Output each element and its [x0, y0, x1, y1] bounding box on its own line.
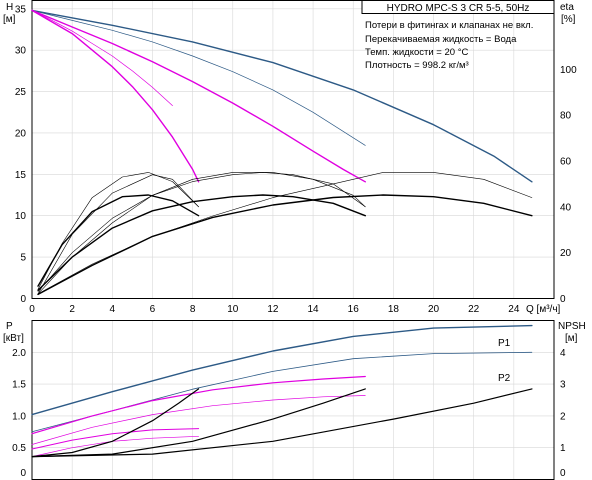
top-eta-curve-5 — [37, 172, 199, 290]
bottom-grid — [31, 320, 554, 480]
chart-note-3: Темп. жидкости = 20 °C — [365, 47, 468, 58]
chart-note-4: Плотность = 998.2 кг/м³ — [365, 60, 469, 71]
top-y-tick-label: 35 — [15, 4, 27, 15]
bottom-y-tick-label: 2.0 — [12, 348, 26, 359]
chart-note-2: Перекачиваемая жидкость = Вода — [365, 34, 517, 45]
bottom-y2-tick-label: 2 — [560, 411, 566, 422]
top-y2label: eta — [560, 2, 574, 13]
top-x-tick-label: 24 — [508, 304, 520, 315]
bottom-y2label: NPSH — [558, 321, 586, 332]
bottom-power-curve-2 — [31, 375, 366, 435]
top-x-tick-label: 22 — [468, 304, 480, 315]
top-y-tick-label: 15 — [15, 170, 27, 181]
top-x-tick-label: 0 — [29, 304, 35, 315]
top-y-tick-label: 20 — [15, 128, 27, 139]
top-pump-curve-10 — [37, 194, 200, 287]
bottom-y2-tick-label: 4 — [560, 348, 566, 359]
bottom-npsh-curve-6 — [31, 388, 200, 458]
top-x-tick-label: 20 — [428, 304, 440, 315]
bottom-plot-frame — [31, 320, 555, 480]
bottom-ylabel: P — [6, 321, 13, 332]
bottom-power-curve-4 — [31, 428, 200, 450]
top-plot-frame — [31, 0, 555, 299]
top-y-tick-label: 5 — [20, 253, 26, 264]
top-curves — [31, 9, 533, 296]
top-ticks: 0 2 4 6 8 10 12 14 16 18 20 22 240510152025303502040… — [15, 4, 577, 315]
top-head-curve-0 — [31, 9, 533, 183]
top-y-tick-label: 10 — [15, 211, 27, 222]
bottom-y2-tick-label: 0 — [560, 468, 566, 479]
bottom-y-tick-label: 0.5 — [12, 443, 26, 454]
top-y-tick-label: 30 — [15, 46, 27, 57]
top-y2-tick-label: 100 — [560, 65, 577, 76]
top-xlabel: Q [м³/ч] — [526, 304, 561, 315]
bottom-y-tick-label: 1.0 — [12, 411, 26, 422]
top-x-tick-label: 4 — [110, 304, 116, 315]
top-ylabel-unit: [м] — [3, 14, 16, 25]
bottom-ticks: 0 0.5 1.0 1.5 2.0 0 1 2 3 4 — [12, 348, 566, 479]
chart-note-1: Потери в фитингах и клапанах не вкл. — [365, 20, 533, 31]
bottom-y2-tick-label: 1 — [560, 443, 566, 454]
top-y2-tick-label: 40 — [560, 202, 572, 213]
bottom-npsh-curve-8 — [31, 388, 533, 458]
top-pump-curve-12 — [37, 194, 533, 296]
bottom-power-curve-0 — [31, 324, 533, 416]
top-y2-tick-label: 80 — [560, 111, 572, 122]
top-y2label-unit: [%] — [561, 14, 576, 25]
bottom-npsh-curve-7 — [31, 388, 366, 458]
chart-title-box — [361, 0, 555, 14]
top-y-tick-label: 25 — [15, 87, 27, 98]
top-eta-curve-6 — [37, 172, 366, 292]
top-head-curve-3 — [31, 10, 173, 106]
top-ylabel: H — [6, 2, 13, 13]
bottom-power-curve-3 — [31, 395, 366, 445]
top-y2-tick-label: 20 — [560, 248, 572, 259]
top-pump-curve-11 — [37, 194, 366, 291]
bottom-y-tick-label: 1.5 — [12, 380, 26, 391]
bottom-ylabel-unit: [кВт] — [3, 333, 24, 344]
top-x-tick-label: 18 — [388, 304, 400, 315]
top-grid — [31, 0, 554, 299]
top-head-curve-1 — [31, 10, 366, 146]
top-head-curve-4 — [31, 9, 200, 183]
top-y2-tick-label: 60 — [560, 156, 572, 167]
top-eta-curve-8 — [37, 172, 366, 295]
top-head-curve-2 — [31, 9, 366, 183]
top-x-tick-label: 16 — [348, 304, 360, 315]
series-label-p2: P2 — [498, 373, 511, 384]
top-x-tick-label: 14 — [308, 304, 320, 315]
chart-title: HYDRO MPC-S 3 CR 5-5, 50Hz — [387, 3, 530, 14]
top-x-tick-label: 6 — [150, 304, 156, 315]
top-x-tick-label: 8 — [190, 304, 196, 315]
series-label-p1: P1 — [498, 338, 511, 349]
top-x-tick-label: 12 — [267, 304, 279, 315]
bottom-power-curve-1 — [31, 351, 533, 433]
bottom-y2-tick-label: 3 — [560, 380, 566, 391]
top-y2-tick-label: 0 — [560, 294, 566, 305]
top-x-tick-label: 10 — [227, 304, 239, 315]
bottom-y2label-unit: [м] — [565, 333, 578, 344]
top-y-tick-label: 0 — [20, 294, 26, 305]
bottom-y-tick-label: 0 — [20, 468, 26, 479]
top-eta-curve-9 — [37, 174, 199, 295]
bottom-curves — [31, 324, 533, 458]
top-x-tick-label: 2 — [69, 304, 75, 315]
